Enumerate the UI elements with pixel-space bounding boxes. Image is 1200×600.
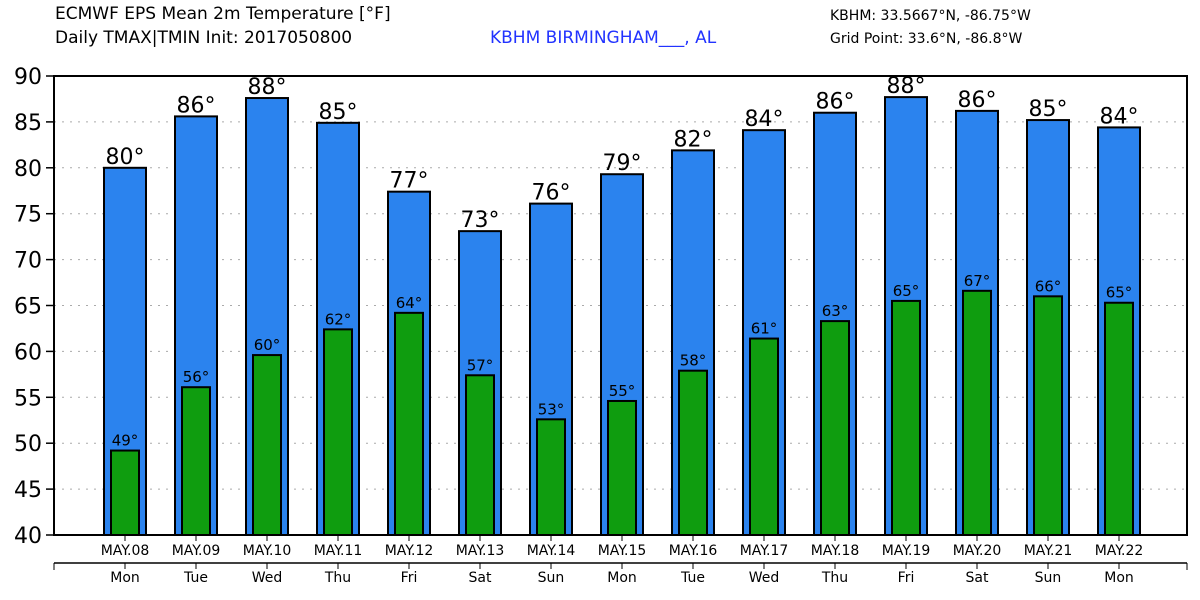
tmax-label: 85° [319, 100, 358, 125]
day-label: Tue [680, 570, 705, 586]
day-label: Wed [252, 570, 283, 586]
tmin-bar [962, 289, 992, 537]
tmin-label: 60° [254, 336, 281, 354]
x-tick-label: MAY.18 [811, 543, 860, 559]
x-tick-label: MAY.12 [385, 543, 434, 559]
tmin-bar [323, 328, 353, 537]
tmin-label: 65° [1106, 284, 1133, 302]
tmax-label: 86° [958, 88, 997, 113]
tmax-label: 73° [461, 208, 500, 233]
tmin-label: 56° [183, 368, 210, 386]
tmin-label: 65° [893, 282, 920, 300]
tmin-bar [607, 399, 637, 536]
chart-title: ECMWF EPS Mean 2m Temperature [°F] [55, 4, 391, 24]
tmax-label: 88° [248, 75, 287, 100]
tmax-label: 84° [1100, 104, 1139, 129]
x-tick-label: MAY.22 [1095, 543, 1144, 559]
x-tick-label: MAY.09 [172, 543, 221, 559]
plot-frame [53, 75, 1188, 536]
tmin-bar [678, 369, 708, 537]
tmin-label: 61° [751, 320, 778, 338]
tmin-label: 62° [325, 310, 352, 328]
y-tick-label: 80 [14, 157, 42, 182]
tmin-bar [181, 386, 211, 536]
tmax-label: 84° [745, 107, 784, 132]
day-label: Mon [1104, 570, 1134, 586]
y-tick-label: 65 [14, 295, 42, 320]
tmin-bar [1104, 301, 1134, 536]
day-label: Sat [966, 570, 989, 586]
tmin-bar [891, 299, 921, 536]
day-label: Tue [183, 570, 208, 586]
x-tick-label: MAY.19 [882, 543, 931, 559]
tmin-label: 53° [538, 400, 565, 418]
y-tick-label: 45 [14, 478, 42, 503]
grid-point-coordinates: Grid Point: 33.6°N, -86.8°W [830, 31, 1023, 47]
tmax-label: 80° [106, 145, 145, 170]
day-label: Fri [401, 570, 418, 586]
day-label: Thu [821, 570, 848, 586]
chart-subtitle: Daily TMAX|TMIN Init: 2017050800 [55, 28, 353, 48]
y-tick-label: 85 [14, 111, 42, 136]
location-label: KBHM BIRMINGHAM___, AL [490, 28, 717, 48]
day-label: Sat [469, 570, 492, 586]
tmin-label: 55° [609, 382, 636, 400]
tmin-bar [536, 418, 566, 536]
tmin-label: 63° [822, 302, 849, 320]
x-tick-label: MAY.10 [243, 543, 292, 559]
tmin-bar [465, 374, 495, 536]
day-label: Fri [898, 570, 915, 586]
tmax-label: 79° [603, 151, 642, 176]
day-label: Wed [749, 570, 780, 586]
tmax-label: 86° [177, 93, 216, 118]
tmax-label: 86° [816, 90, 855, 115]
tmin-label: 67° [964, 272, 991, 290]
tmax-label: 82° [674, 127, 713, 152]
x-tick-label: MAY.14 [527, 543, 576, 559]
y-tick-label: 70 [14, 249, 42, 274]
y-tick-label: 90 [14, 65, 42, 90]
day-label: Mon [607, 570, 637, 586]
day-label: Sun [538, 570, 565, 586]
tmin-label: 66° [1035, 277, 1062, 295]
day-label: Thu [324, 570, 351, 586]
y-tick-label: 50 [14, 432, 42, 457]
tmin-bar [749, 337, 779, 536]
x-tick-label: MAY.08 [101, 543, 150, 559]
tmin-label: 64° [396, 294, 423, 312]
tmax-label: 85° [1029, 97, 1068, 122]
y-tick-label: 40 [14, 524, 42, 549]
day-label: Sun [1035, 570, 1062, 586]
y-tick-label: 60 [14, 340, 42, 365]
x-tick-label: MAY.13 [456, 543, 505, 559]
day-label: Mon [110, 570, 140, 586]
tmin-bar [110, 449, 140, 537]
tmax-label: 77° [390, 169, 429, 194]
tmin-bar [1033, 295, 1063, 536]
tmin-bar [252, 354, 282, 536]
y-tick-label: 75 [14, 203, 42, 228]
tmin-bar [820, 320, 850, 536]
tmin-bar [394, 311, 424, 536]
tmin-label: 57° [467, 356, 494, 374]
y-tick-label: 55 [14, 386, 42, 411]
station-coordinates: KBHM: 33.5667°N, -86.75°W [830, 8, 1031, 24]
tmax-label: 76° [532, 181, 571, 206]
x-tick-label: MAY.17 [740, 543, 789, 559]
x-tick-label: MAY.11 [314, 543, 363, 559]
x-tick-label: MAY.20 [953, 543, 1002, 559]
tmin-label: 58° [680, 352, 707, 370]
x-tick-label: MAY.15 [598, 543, 647, 559]
tmax-label: 88° [887, 74, 926, 99]
x-tick-label: MAY.16 [669, 543, 718, 559]
tmin-label: 49° [112, 432, 139, 450]
x-tick-label: MAY.21 [1024, 543, 1073, 559]
